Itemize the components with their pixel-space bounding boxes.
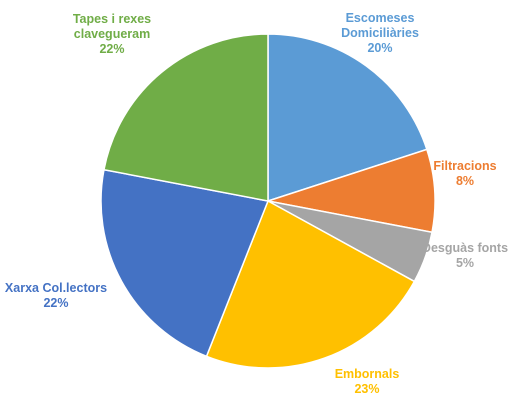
pie-slice-0	[267, 33, 428, 203]
pie-slices	[100, 33, 436, 369]
pie-slice-4	[100, 168, 270, 358]
pie-slice-label-1: Filtracions 8%	[433, 159, 496, 188]
pie-slice-label-2: Desguàs fonts 5%	[422, 241, 508, 270]
pie-slice-label-4: Xarxa Col.lectors 22%	[5, 281, 107, 310]
pie-labels: Escomeses Domiciliàries 20% Filtracions 8% De…	[5, 11, 508, 396]
pie-slice-label-3: Embornals 23%	[335, 367, 400, 396]
pie-slice-label-0: Escomeses Domiciliàries 20%	[341, 11, 419, 55]
pie-slice-5	[103, 33, 269, 202]
pie-slice-3	[205, 199, 416, 369]
pie-slice-label-5: Tapes i rexes clavegueram 22%	[73, 12, 151, 56]
